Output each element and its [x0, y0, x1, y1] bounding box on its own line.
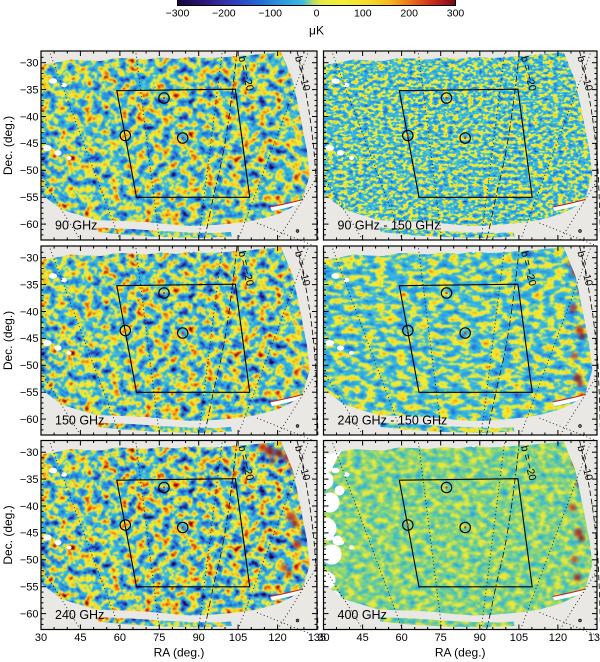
svg-text:−50: −50 — [20, 165, 39, 177]
svg-text:240 GHz - 150 GHz: 240 GHz - 150 GHz — [338, 414, 448, 428]
svg-text:−60: −60 — [20, 219, 39, 231]
svg-text:200: 200 — [400, 8, 418, 20]
svg-text:60: 60 — [395, 632, 407, 644]
svg-text:−35: −35 — [20, 474, 39, 486]
svg-text:−45: −45 — [20, 528, 39, 540]
svg-text:90 GHz: 90 GHz — [55, 219, 97, 233]
svg-text:150 GHz: 150 GHz — [55, 414, 104, 428]
svg-text:−35: −35 — [20, 84, 39, 96]
svg-text:105: 105 — [229, 632, 247, 644]
svg-text:Dec. (deg.): Dec. (deg.) — [1, 505, 15, 564]
svg-text:−55: −55 — [20, 192, 39, 204]
svg-text:−100: −100 — [258, 8, 282, 20]
svg-text:135: 135 — [308, 632, 326, 644]
svg-text:30: 30 — [35, 632, 47, 644]
svg-text:−40: −40 — [20, 501, 39, 513]
svg-text:−50: −50 — [20, 555, 39, 567]
svg-text:100: 100 — [354, 8, 372, 20]
svg-text:75: 75 — [435, 632, 447, 644]
svg-text:90 GHz - 150 GHz: 90 GHz - 150 GHz — [338, 219, 441, 233]
svg-text:−40: −40 — [20, 306, 39, 318]
svg-text:−300: −300 — [166, 8, 190, 20]
svg-text:60: 60 — [114, 632, 126, 644]
svg-text:−35: −35 — [20, 279, 39, 291]
svg-text:−55: −55 — [20, 387, 39, 399]
svg-text:−30: −30 — [20, 58, 39, 70]
svg-text:−30: −30 — [20, 253, 39, 265]
svg-text:135: 135 — [588, 632, 600, 644]
svg-text:−50: −50 — [20, 360, 39, 372]
svg-text:−45: −45 — [20, 333, 39, 345]
svg-text:45: 45 — [74, 632, 86, 644]
svg-text:45: 45 — [356, 632, 368, 644]
svg-text:90: 90 — [193, 632, 205, 644]
svg-text:0: 0 — [314, 8, 320, 20]
svg-text:−55: −55 — [20, 582, 39, 594]
svg-text:240 GHz: 240 GHz — [55, 608, 104, 622]
svg-text:−60: −60 — [20, 608, 39, 620]
svg-text:RA (deg.): RA (deg.) — [154, 646, 205, 660]
svg-text:400 GHz: 400 GHz — [338, 608, 387, 622]
svg-text:μK: μK — [309, 24, 324, 38]
svg-text:−30: −30 — [20, 447, 39, 459]
svg-text:−200: −200 — [212, 8, 236, 20]
svg-text:−60: −60 — [20, 414, 39, 426]
svg-text:75: 75 — [153, 632, 165, 644]
svg-text:90: 90 — [474, 632, 486, 644]
svg-text:−40: −40 — [20, 111, 39, 123]
svg-text:−45: −45 — [20, 138, 39, 150]
svg-text:Dec. (deg.): Dec. (deg.) — [1, 116, 15, 175]
svg-text:300: 300 — [447, 8, 465, 20]
svg-text:Dec. (deg.): Dec. (deg.) — [1, 311, 15, 370]
svg-text:30: 30 — [317, 632, 329, 644]
svg-text:120: 120 — [268, 632, 286, 644]
svg-text:105: 105 — [510, 632, 528, 644]
svg-text:120: 120 — [549, 632, 567, 644]
svg-text:RA (deg.): RA (deg.) — [435, 646, 486, 660]
